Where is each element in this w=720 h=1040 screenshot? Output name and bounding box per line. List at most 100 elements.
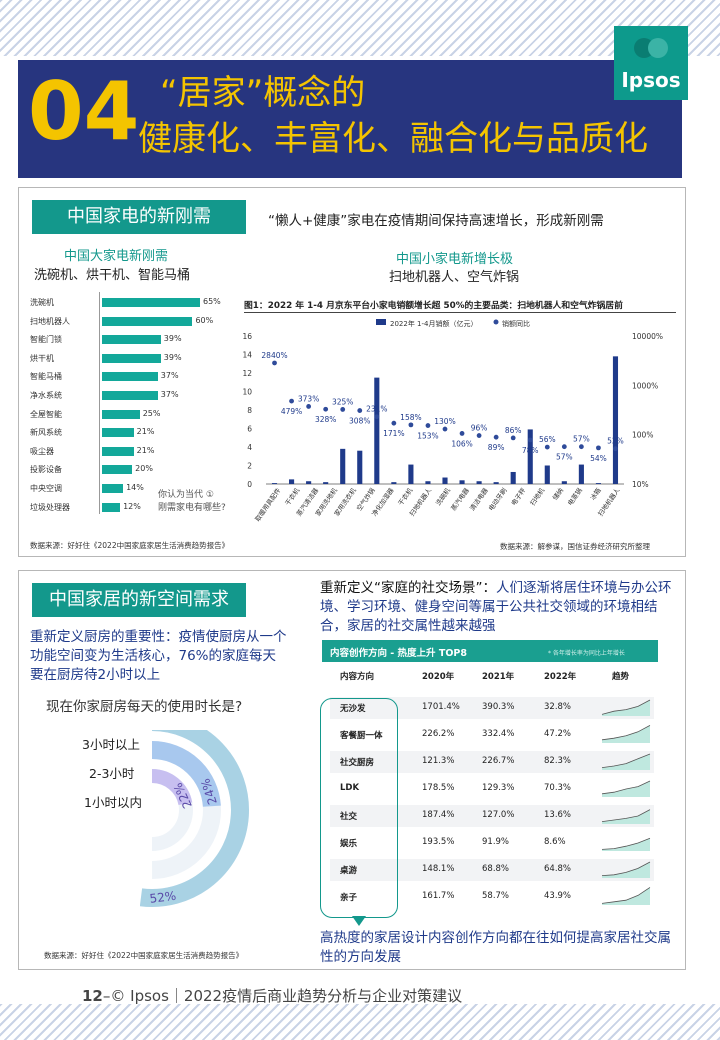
sales-bar [391, 482, 397, 484]
sales-bar [595, 483, 601, 484]
left-axis-tick: 0 [247, 480, 252, 489]
bar-label: 垃圾处理器 [30, 502, 70, 512]
trend-sparkline [601, 809, 651, 824]
bar-label: 吸尘器 [30, 446, 54, 456]
growth-dot [306, 404, 312, 409]
bar-value: 21% [136, 445, 155, 455]
growth-label: 231% [366, 405, 387, 414]
bar-value: 14% [126, 483, 144, 492]
trend-area [602, 809, 650, 824]
table-cell: 亲子 [340, 893, 358, 903]
social-text-bold: 重新定义“家庭的社交场景”： [320, 580, 496, 596]
highlight-frame [320, 698, 398, 918]
bar [102, 335, 161, 345]
table-cell: 1701.4% [422, 702, 460, 712]
growth-dot [459, 431, 465, 436]
legend-sales: 2022年 1-4月销额（亿元） [390, 319, 477, 328]
category-label: 干衣机 [283, 486, 302, 508]
bar [102, 391, 158, 400]
ipsos-logo: Ipsos [614, 26, 688, 100]
table-cell: 娱乐 [340, 839, 358, 849]
table-cell: 68.8% [482, 864, 510, 874]
category-label: 电动牙刷 [486, 486, 508, 512]
table-cell: 91.9% [482, 837, 510, 847]
bar-value: 39% [163, 334, 182, 344]
bar-label: 全屋智能 [30, 409, 62, 419]
page-number: 12 [82, 987, 103, 1005]
donut-question: 现在你家厨房每天的使用时长是? [46, 699, 243, 715]
trend-line [601, 887, 651, 904]
trend-sparkline [601, 699, 651, 716]
growth-label: 153% [417, 432, 438, 441]
left-axis-tick: 4 [247, 443, 252, 452]
left-subheading: 洗碗机、烘干机、智能马桶 [34, 268, 191, 283]
table-cell: 82.3% [544, 756, 572, 766]
legend-dot-swatch [493, 319, 499, 325]
bar-value: 39% [163, 352, 182, 362]
donut-label-2-3h: 2-3小时 [89, 766, 135, 781]
growth-label: 328% [315, 415, 336, 424]
sales-bar [271, 483, 278, 484]
bar [102, 465, 133, 475]
bar-value: 60% [195, 315, 214, 325]
right-axis-tick: 10000% [632, 332, 663, 341]
category-label: 电子秤 [509, 486, 528, 508]
title-line-2: 健康化、丰富化、融合化与品质化 [138, 119, 648, 159]
bar-label: 洗碗机 [30, 298, 54, 307]
table-cell: 129.3% [482, 783, 515, 793]
table-cell: 332.4% [482, 729, 515, 739]
table-header-cell: 2022年 [544, 672, 577, 682]
growth-label: 106% [451, 439, 472, 448]
top-panel-subtitle: “懒人+健康”家电在疫情期间保持高速增长，形成新刚需 [268, 213, 604, 229]
question-text: 你认为当代 ① 刚需家电有哪些? [158, 487, 226, 513]
table-cell: 客餐厨一体 [340, 731, 383, 741]
left-axis-tick: 8 [247, 406, 252, 415]
bottom-panel-tab: 中国家居的新空间需求 [32, 583, 246, 617]
growth-dot [391, 420, 397, 426]
growth-label: 89% [488, 443, 505, 452]
bar-label: 智能门锁 [30, 335, 62, 345]
table-header-cell: 2021年 [482, 672, 515, 682]
table-cell: 桌游 [340, 866, 358, 876]
legend-growth: 销额同比 [502, 319, 530, 328]
sales-bar [425, 481, 431, 484]
trend-sparkline [601, 837, 651, 851]
trend-line [601, 725, 651, 741]
category-label: 干衣机 [396, 486, 415, 508]
bar [102, 446, 134, 456]
bar [102, 372, 158, 382]
table-cell: 127.0% [482, 810, 515, 820]
trend-sparkline [601, 887, 651, 905]
bar [102, 484, 124, 493]
top-right-source: 数据来源：解参谋，国信证券经济研究所整理 [500, 542, 650, 551]
left-axis-tick: 2 [247, 462, 252, 471]
trend-area [602, 700, 650, 716]
social-text-body: 人们逐渐将居住环境与办公环境、学习环境、健身空间等属于公共社交领域的环境相结合，… [320, 580, 672, 634]
growth-dot [613, 446, 618, 452]
bar-axis [99, 292, 100, 514]
growth-label: 479% [281, 407, 302, 416]
bar [102, 298, 200, 307]
trend-sparkline [601, 780, 651, 797]
bar-label: 净水系统 [30, 391, 62, 400]
trend-line [601, 809, 651, 822]
top-panel [18, 187, 686, 557]
bar-value: 37% [160, 371, 179, 381]
table-row [330, 724, 654, 746]
trend-area [602, 838, 650, 851]
growth-label: 86% [505, 426, 522, 435]
bar-value: 21% [136, 427, 155, 437]
left-axis-tick: 6 [247, 425, 252, 434]
growth-dot [272, 360, 277, 366]
sales-bar [289, 479, 295, 484]
sales-bar [340, 448, 346, 484]
table-header-cell: 趋势 [612, 672, 630, 682]
table-row [330, 697, 654, 719]
bar [102, 428, 134, 438]
donut-value: 52% [149, 889, 177, 906]
kitchen-text-bold: 重新定义厨房的重要性： [30, 629, 179, 645]
table-header-cell: 2020年 [422, 672, 455, 682]
bar-label: 投影设备 [30, 465, 62, 475]
sales-bar [476, 481, 482, 484]
growth-label: 57% [573, 435, 590, 444]
